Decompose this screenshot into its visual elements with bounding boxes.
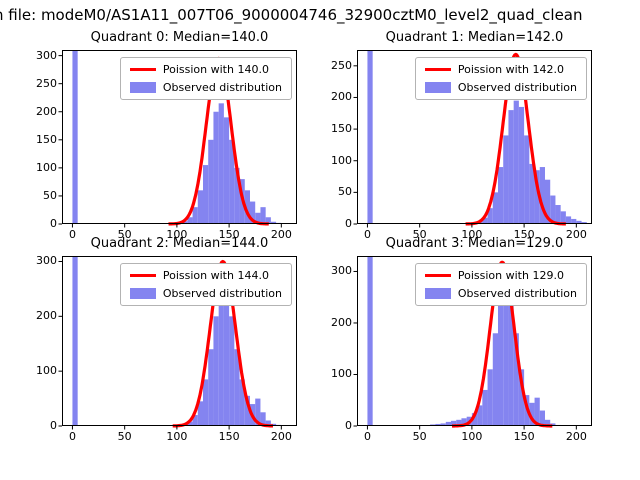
- x-tick-label: 50: [412, 430, 427, 443]
- observed-patch-swatch: [129, 288, 156, 299]
- legend-label: Poission with 140.0: [162, 63, 269, 76]
- x-tick-label: 100: [166, 430, 188, 443]
- y-tick-label: 0: [345, 419, 352, 432]
- y-tick-label: 300: [36, 48, 57, 62]
- subplot-title: Quadrant 1: Median=142.0: [385, 30, 564, 45]
- y-tick-label: 200: [331, 315, 352, 329]
- x-tick-label: 200: [270, 430, 292, 443]
- y-tick-label: 50: [338, 185, 352, 199]
- y-tick-label: 100: [36, 160, 57, 174]
- y-tick-label: 0: [50, 419, 57, 432]
- x-tick-label: 200: [565, 430, 587, 443]
- legend-entry-observed: Observed distribution: [129, 287, 282, 300]
- y-tick-label: 100: [331, 153, 352, 167]
- legend-entry-observed: Observed distribution: [129, 81, 282, 94]
- x-tick-label: 150: [218, 228, 240, 241]
- y-tick-label: 100: [36, 364, 57, 378]
- observed-patch-swatch: [129, 82, 156, 93]
- subplot-quadrant-3: Quadrant 3: Median=129.0 Poission with 1…: [315, 236, 592, 448]
- legend-entry-poisson: Poission with 140.0: [129, 63, 282, 76]
- x-tick-label: 50: [412, 228, 427, 241]
- y-tick-label: 0: [50, 217, 57, 230]
- x-tick-label: 150: [513, 228, 535, 241]
- legend-entry-observed: Observed distribution: [424, 287, 577, 300]
- legend-label: Poission with 142.0: [457, 63, 564, 76]
- axes-quadrant-0: Poission with 140.0 Observed distributio…: [58, 50, 297, 228]
- legend: Poission with 129.0 Observed distributio…: [414, 263, 587, 306]
- x-tick-label: 200: [565, 228, 587, 241]
- legend: Poission with 142.0 Observed distributio…: [414, 57, 587, 100]
- legend-entry-poisson: Poission with 142.0: [424, 63, 577, 76]
- axes-quadrant-3: Poission with 129.0 Observed distributio…: [353, 256, 592, 430]
- legend-label: Observed distribution: [457, 81, 577, 94]
- x-tick-label: 0: [363, 430, 371, 443]
- x-tick-label: 50: [117, 228, 132, 241]
- y-tick-label: 100: [331, 367, 352, 381]
- y-tick-label: 50: [43, 188, 57, 202]
- poisson-line-swatch: [424, 274, 451, 277]
- x-tick-label: 0: [68, 430, 76, 443]
- x-tick-label: 100: [461, 228, 483, 241]
- subplot-quadrant-0: Quadrant 0: Median=140.0 Poission with 1…: [20, 30, 297, 246]
- x-tick-label: 0: [68, 228, 76, 241]
- plot-area: [353, 50, 592, 228]
- poisson-line-swatch: [129, 274, 156, 277]
- plot-area: [353, 256, 592, 430]
- poisson-line-swatch: [424, 68, 451, 71]
- observed-patch-swatch: [424, 288, 451, 299]
- y-tick-label: 200: [331, 90, 352, 104]
- legend-entry-poisson: Poission with 144.0: [129, 269, 282, 282]
- legend-entry-observed: Observed distribution: [424, 81, 577, 94]
- observed-patch-swatch: [424, 82, 451, 93]
- subplot-quadrant-1: Quadrant 1: Median=142.0 Poission with 1…: [315, 30, 592, 246]
- legend-label: Poission with 144.0: [162, 269, 269, 282]
- y-tick-label: 200: [36, 309, 57, 323]
- y-tick-label: 200: [36, 104, 57, 118]
- x-tick-label: 150: [513, 430, 535, 443]
- subplot-title: Quadrant 2: Median=144.0: [90, 236, 269, 251]
- x-tick-label: 200: [270, 228, 292, 241]
- subplot-title: Quadrant 3: Median=129.0: [385, 236, 564, 251]
- legend-label: Observed distribution: [162, 81, 282, 94]
- y-tick-label: 300: [36, 254, 57, 268]
- x-tick-label: 100: [461, 430, 483, 443]
- legend: Poission with 144.0 Observed distributio…: [119, 263, 292, 306]
- poisson-line-swatch: [129, 68, 156, 71]
- y-tick-label: 0: [345, 217, 352, 230]
- axes-quadrant-1: Poission with 142.0 Observed distributio…: [353, 50, 592, 228]
- subplot-title: Quadrant 0: Median=140.0: [90, 30, 269, 45]
- subplot-quadrant-2: Quadrant 2: Median=144.0 Poission with 1…: [20, 236, 297, 448]
- y-tick-label: 150: [331, 122, 352, 136]
- legend-entry-poisson: Poission with 129.0: [424, 269, 577, 282]
- x-tick-label: 150: [218, 430, 240, 443]
- y-tick-label: 250: [331, 58, 352, 72]
- legend-label: Poission with 129.0: [457, 269, 564, 282]
- y-tick-label: 150: [36, 132, 57, 146]
- y-tick-label: 300: [331, 264, 352, 278]
- legend: Poission with 140.0 Observed distributio…: [119, 57, 292, 100]
- x-tick-label: 0: [363, 228, 371, 241]
- axes-quadrant-2: Poission with 144.0 Observed distributio…: [58, 256, 297, 430]
- x-tick-label: 100: [166, 228, 188, 241]
- legend-label: Observed distribution: [457, 287, 577, 300]
- x-tick-label: 50: [117, 430, 132, 443]
- plot-area: [58, 50, 297, 228]
- figure-title: n file: modeM0/AS1A11_007T06_9000004746_…: [0, 6, 583, 24]
- legend-label: Observed distribution: [162, 287, 282, 300]
- plot-area: [58, 256, 297, 430]
- y-tick-label: 250: [36, 76, 57, 90]
